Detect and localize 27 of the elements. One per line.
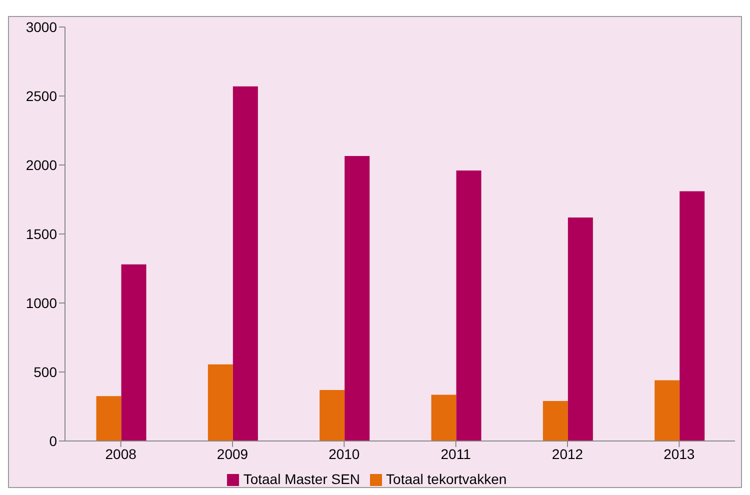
x-tick-label: 2009 [216, 446, 248, 462]
bar [208, 364, 233, 441]
y-tick-label: 500 [34, 364, 58, 380]
y-tick-label: 3000 [26, 18, 58, 35]
y-tick-label: 0 [49, 432, 58, 449]
bar [232, 86, 258, 441]
bar [431, 394, 456, 441]
legend-label: Totaal tekortvakken [386, 471, 507, 487]
y-tick-label: 2500 [26, 88, 58, 104]
x-tick-label: 2010 [328, 446, 360, 462]
x-tick-label: 2008 [105, 446, 137, 462]
bar [96, 396, 122, 441]
bar [121, 264, 146, 441]
bar [568, 217, 593, 441]
x-tick-label: 2011 [440, 446, 472, 462]
y-tick-label: 1500 [26, 226, 58, 242]
y-tick-label: 1000 [26, 294, 58, 311]
x-tick-label: 2012 [552, 446, 584, 462]
x-tick-label: 2013 [664, 446, 695, 462]
bar [456, 170, 482, 441]
bar [542, 400, 568, 441]
bar [344, 156, 370, 441]
legend-label: Totaal Master SEN [243, 471, 360, 487]
bar [654, 380, 680, 441]
y-tick-label: 2000 [26, 156, 58, 173]
bar [320, 390, 345, 441]
bar [680, 191, 705, 441]
